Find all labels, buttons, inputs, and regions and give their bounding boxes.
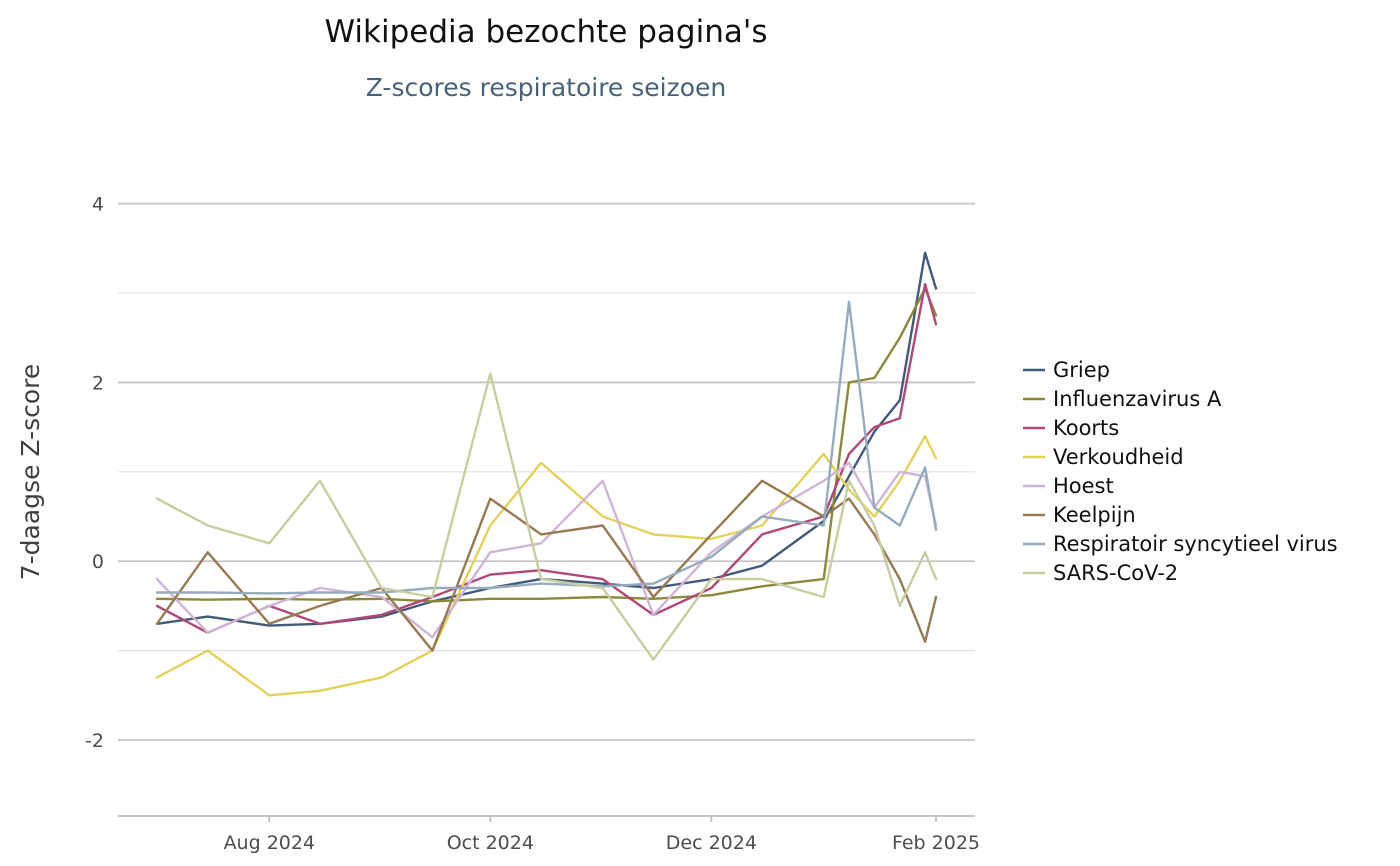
legend-label: SARS-CoV-2: [1053, 561, 1178, 585]
y-tick-label: 0: [92, 551, 104, 573]
y-axis-ticks: 4 2 0 -2: [85, 194, 104, 752]
y-tick-label: 2: [92, 372, 104, 394]
series-line-influenzavirus-a: [155, 287, 938, 603]
y-axis-label: 7-daagse Z-score: [16, 364, 45, 581]
gridlines: [118, 202, 975, 741]
y-tick-label: -2: [85, 730, 104, 752]
legend-label: Keelpijn: [1053, 503, 1136, 527]
x-axis: Aug 2024 Oct 2024 Dec 2024 Feb 2025: [118, 815, 980, 854]
legend: Griep Influenzavirus A Koorts Verkoudheid Ho…: [1023, 358, 1338, 585]
legend-label: Koorts: [1053, 416, 1119, 440]
series-line-hoest: [155, 461, 938, 639]
legend-label: Respiratoir syncytieel virus: [1053, 532, 1338, 556]
series-lines: [155, 251, 938, 697]
series-line-koorts: [155, 282, 938, 634]
series-line-verkoudheid: [155, 434, 938, 697]
series-line-respiratoir-syncytieel-virus: [155, 300, 938, 595]
y-tick-label: 4: [92, 194, 104, 216]
chart-subtitle: Z-scores respiratoire seizoen: [366, 73, 727, 102]
x-tick-label: Feb 2025: [892, 832, 980, 854]
legend-label: Griep: [1053, 358, 1110, 382]
legend-label: Hoest: [1053, 474, 1114, 498]
x-tick-label: Aug 2024: [224, 832, 316, 854]
chart-title: Wikipedia bezochte pagina's: [324, 14, 767, 50]
x-tick-label: Oct 2024: [447, 832, 534, 854]
series-line-griep: [155, 251, 938, 627]
legend-label: Influenzavirus A: [1053, 387, 1222, 411]
x-tick-label: Dec 2024: [666, 832, 757, 854]
legend-label: Verkoudheid: [1053, 445, 1184, 469]
series-line-sars-cov-2: [155, 372, 938, 661]
